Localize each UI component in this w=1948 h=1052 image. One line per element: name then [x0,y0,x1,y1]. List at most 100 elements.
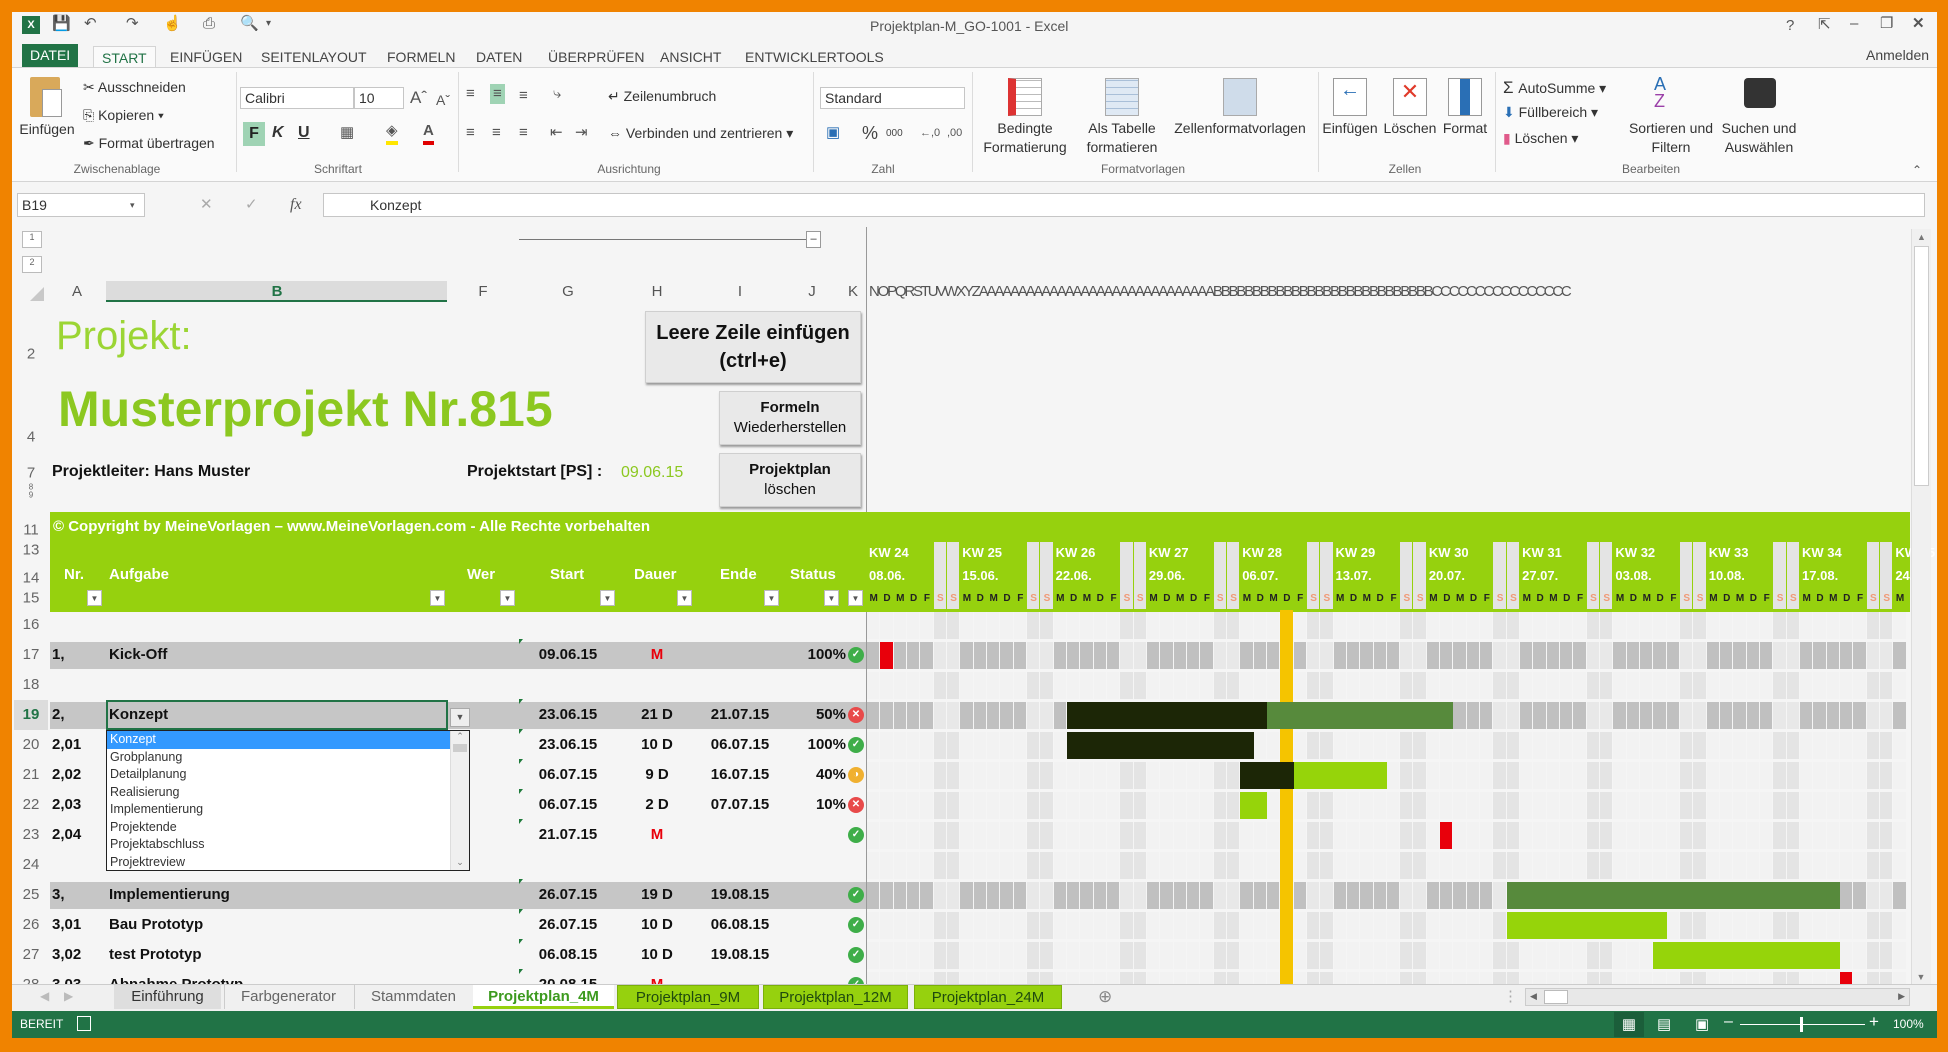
column-header-g[interactable]: G [562,283,574,300]
touch-mode-icon[interactable]: ☝ [163,15,182,32]
currency-icon[interactable]: ▣ [826,124,841,141]
cancel-entry-icon[interactable]: ✕ [200,196,213,213]
filter-button-end[interactable]: ▼ [764,590,779,606]
align-bottom-icon[interactable]: ≡ [519,87,528,104]
format-painter-button[interactable]: ✒ Format übertragen [83,135,215,152]
align-middle-icon[interactable]: ≡ [490,84,505,104]
close-button[interactable]: ✕ [1912,15,1925,32]
table-row[interactable] [50,882,866,909]
dropdown-scrollbar[interactable]: ⌃ ⌄ [450,731,469,870]
row-header-8[interactable]: 8 [28,482,34,492]
column-header-h[interactable]: H [651,283,663,300]
task-start[interactable]: 06.07.15 [538,766,598,783]
sheet-tab-stammdaten[interactable]: Stammdaten [354,985,472,1009]
new-sheet-button[interactable]: ⊕ [1098,987,1113,1006]
dropdown-option[interactable]: Grobplanung [110,749,183,764]
vertical-scrollbar[interactable]: ▲ ▼ [1911,229,1931,985]
font-size-select[interactable]: 10 [354,87,404,109]
row-header-19[interactable]: 19 [14,700,48,730]
task-start[interactable]: 23.06.15 [538,706,598,723]
vertical-scroll-thumb[interactable] [1914,246,1929,486]
print-preview-icon[interactable]: 🔍 [240,15,259,32]
italic-button[interactable]: K [272,124,284,141]
merge-center-button[interactable]: ⇔ Verbinden und zentrieren ▾ [608,125,794,141]
copy-button[interactable]: ⎘ Kopieren ▾ [83,107,164,123]
sheet-tab-projektplan_12m[interactable]: Projektplan_12M [763,985,908,1009]
sheet-scroll-right-icon[interactable]: ▶ [64,989,74,1003]
tab-entwicklertools[interactable]: ENTWICKLERTOOLS [745,49,884,65]
sort-filter-button[interactable]: Sortieren und Filtern [1629,119,1713,157]
name-box[interactable]: B19 [17,193,145,217]
row-header-2[interactable]: 2 [26,345,36,363]
formula-input[interactable]: Konzept [323,193,1925,217]
column-header-j[interactable]: J [808,283,816,300]
align-center-icon[interactable]: ≡ [492,124,501,141]
zoom-out-button[interactable]: – [1724,1013,1733,1030]
tab-start[interactable]: START [93,46,156,68]
font-color-icon[interactable]: A [423,121,434,145]
task-progress[interactable]: 40% [815,766,846,783]
task-name[interactable]: Implementierung [109,886,230,903]
row-header-20[interactable]: 20 [22,736,40,753]
align-top-icon[interactable]: ≡ [466,85,475,102]
task-progress[interactable]: 10% [815,796,846,813]
wrap-text-button[interactable]: ↵ Zeilenumbruch [608,88,716,105]
bold-button[interactable]: F [243,122,265,146]
column-header-a[interactable]: A [71,283,83,300]
task-start[interactable]: 06.08.15 [538,946,598,963]
borders-icon[interactable]: ▦ [340,124,355,141]
task-name[interactable]: test Prototyp [109,946,202,963]
tab-ueberpruefen[interactable]: ÜBERPRÜFEN [548,49,645,65]
increase-decimal-icon[interactable]: ←,0 [920,127,941,139]
thousands-button[interactable]: 000 [886,128,903,139]
minimize-button[interactable]: – [1850,15,1859,32]
collapse-ribbon-icon[interactable]: ⌃ [1912,163,1923,177]
row-header-17[interactable]: 17 [22,646,40,663]
task-name[interactable]: Konzept [109,706,169,723]
dropdown-option[interactable]: Projektende [110,819,177,834]
redo-icon[interactable]: ↷ [126,15,139,32]
row-header-4[interactable]: 4 [26,428,36,446]
row-header-11[interactable]: 11 [23,521,39,539]
zoom-in-button[interactable]: + [1869,1012,1879,1031]
insert-cells-button[interactable]: Einfügen [1322,120,1378,136]
row-header-28[interactable]: 28 [22,976,40,985]
tab-datei[interactable]: DATEI [22,44,79,68]
scroll-down-arrow-icon[interactable]: ▼ [1916,972,1926,982]
task-name[interactable]: Kick-Off [109,646,168,663]
percent-button[interactable]: % [862,123,879,143]
row-header-13[interactable]: 13 [22,541,40,559]
restore-formulas-button[interactable]: Formeln Wiederherstellen [719,391,861,445]
tab-split-handle[interactable]: ⋮ [1503,988,1518,1005]
page-break-view-icon[interactable]: ▣ [1695,1016,1710,1033]
validation-dropdown-list[interactable]: Konzept Grobplanung Detailplanung Realisier… [106,730,470,871]
task-start[interactable]: 06.07.15 [538,796,598,813]
column-header-i[interactable]: I [737,283,743,300]
table-row[interactable] [50,612,866,639]
row-header-7[interactable]: 7 [26,464,36,482]
column-header-f[interactable]: F [478,283,488,300]
help-button[interactable]: ? [1786,17,1795,34]
dropdown-option[interactable]: Detailplanung [110,767,187,781]
tab-seitenlayout[interactable]: SEITENLAYOUT [261,49,367,65]
row-header-23[interactable]: 23 [22,826,40,843]
cell-b19-selected[interactable] [106,700,448,730]
task-start[interactable]: 23.06.15 [538,736,598,753]
zoom-slider-thumb[interactable] [1800,1017,1803,1032]
task-name[interactable]: Bau Prototyp [109,916,204,933]
decrease-font-icon[interactable]: Aˇ [436,92,450,108]
filter-button-status[interactable]: ▼ [824,590,839,606]
delete-cells-button[interactable]: Löschen [1383,120,1437,136]
tab-ansicht[interactable]: ANSICHT [660,49,722,65]
format-cells-button[interactable]: Format [1442,120,1488,136]
task-progress[interactable]: 100% [807,736,846,753]
sign-in-link[interactable]: Anmelden [1866,47,1930,63]
table-row[interactable] [50,672,866,699]
decrease-indent-icon[interactable]: ⇤ [550,124,563,141]
row-header-16[interactable]: 16 [22,616,40,633]
format-as-table-button[interactable]: Als Tabelle formatieren [1087,119,1158,157]
task-start[interactable]: 21.07.15 [538,826,598,843]
tab-einfuegen[interactable]: EINFÜGEN [170,49,243,65]
sheet-tab-farbgenerator[interactable]: Farbgenerator [224,985,352,1009]
quick-print-icon[interactable]: ⎙ [203,15,216,32]
